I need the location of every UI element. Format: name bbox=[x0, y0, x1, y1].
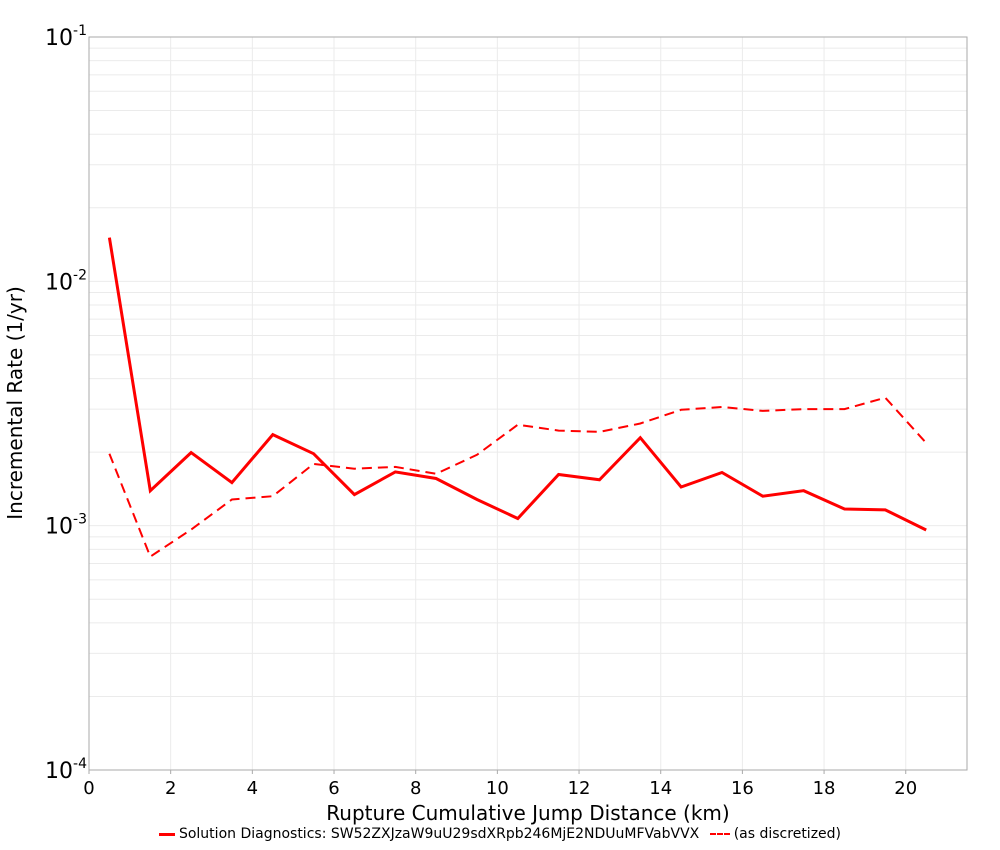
x-tick-label: 20 bbox=[894, 778, 917, 799]
legend-solid-line-icon bbox=[158, 832, 175, 836]
x-tick-label: 6 bbox=[328, 778, 339, 799]
discretized-line bbox=[108, 396, 927, 559]
x-tick-label: 10 bbox=[486, 778, 509, 799]
plot-area-border bbox=[88, 36, 968, 771]
legend-label-solution: Solution Diagnostics: SW52ZXJzaW9uU29sdX… bbox=[178, 826, 700, 842]
x-tick-label: 12 bbox=[568, 778, 591, 799]
gridlines bbox=[89, 37, 967, 771]
y-tick-label: 10-2 bbox=[45, 267, 87, 295]
series-lines bbox=[107, 237, 927, 559]
legend-label-discretized: (as discretized) bbox=[733, 826, 842, 842]
legend-dashed-line-icon bbox=[709, 833, 730, 835]
x-axis-ticks: 0 2 4 6 8 10 12 14 16 18 20 bbox=[83, 770, 917, 799]
x-tick-label: 2 bbox=[165, 778, 176, 799]
y-axis-title: Incremental Rate (1/yr) bbox=[3, 286, 27, 519]
x-tick-label: 16 bbox=[731, 778, 754, 799]
x-tick-label: 8 bbox=[410, 778, 421, 799]
y-tick-label: 10-3 bbox=[45, 512, 87, 540]
y-tick-label: 10-4 bbox=[45, 756, 87, 784]
x-tick-label: 0 bbox=[83, 778, 94, 799]
solution-line bbox=[107, 237, 927, 532]
x-axis-title: Rupture Cumulative Jump Distance (km) bbox=[326, 801, 729, 825]
legend: Solution Diagnostics: SW52ZXJzaW9uU29sdX… bbox=[0, 826, 1000, 842]
x-tick-label: 14 bbox=[649, 778, 672, 799]
y-axis-ticks: 10-4 10-3 10-2 10-1 bbox=[45, 23, 87, 784]
x-tick-label: 18 bbox=[813, 778, 836, 799]
x-tick-label: 4 bbox=[247, 778, 258, 799]
y-tick-label: 10-1 bbox=[45, 23, 87, 51]
